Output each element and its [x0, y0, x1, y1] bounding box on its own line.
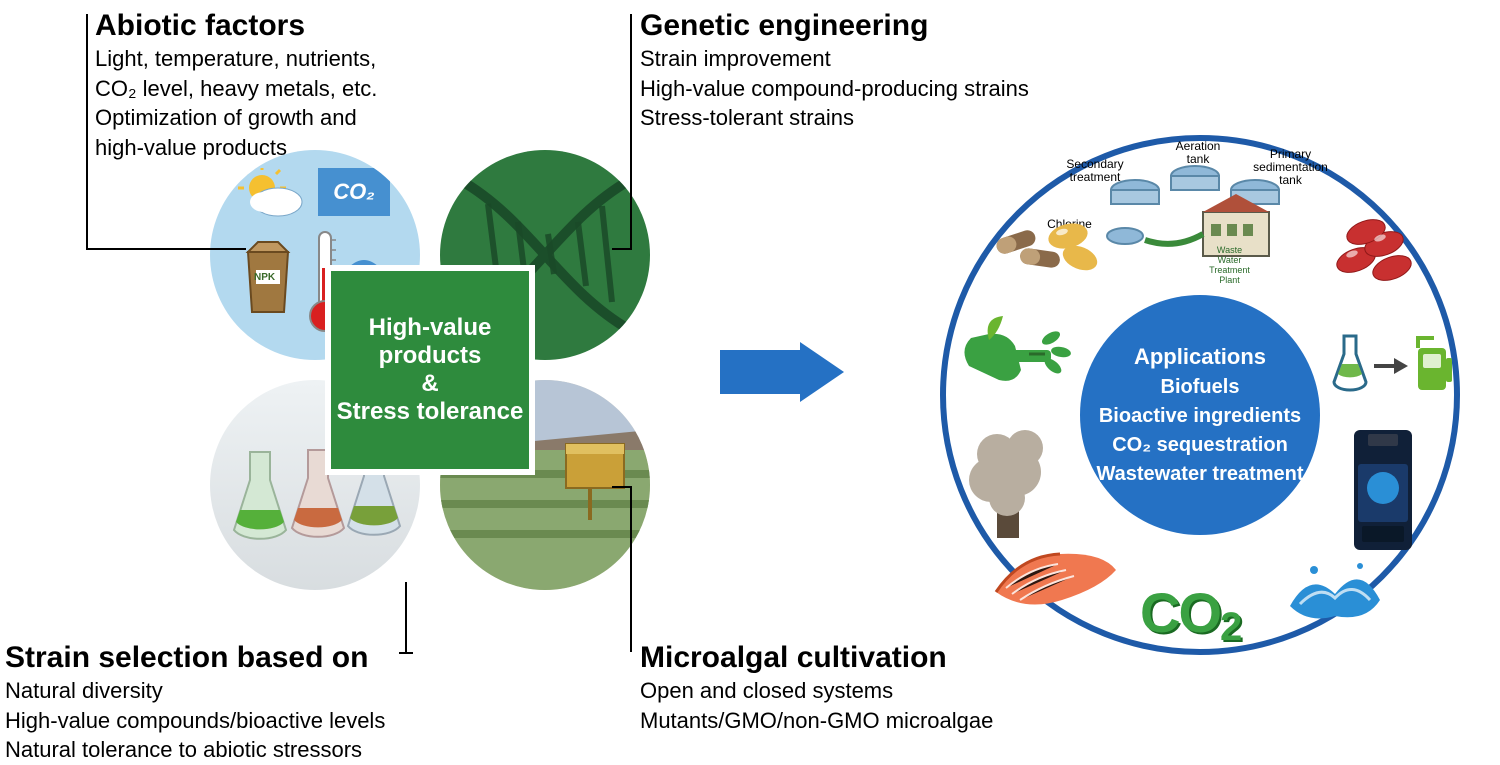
genetic-body: Strain improvement High-value compound-p… — [640, 44, 1029, 133]
apps-item-1: Bioactive ingredients — [1099, 405, 1301, 428]
abiotic-title: Abiotic factors — [95, 8, 305, 44]
wwtp-label-secondary: Secondary treatment — [1060, 158, 1130, 184]
strain-body: Natural diversity High-value compounds/b… — [5, 676, 385, 765]
cultivation-connector-v — [630, 486, 632, 652]
wwtp-label-plant: Waste Water Treatment Plant — [1202, 246, 1257, 286]
genetic-connector-v — [630, 14, 632, 248]
wwtp-label-primary: Primary sedimentation tank — [1248, 148, 1333, 188]
npk-label: NPK — [254, 272, 275, 283]
abiotic-connector-h — [86, 248, 246, 250]
strain-title: Strain selection based on — [5, 640, 368, 676]
apps-item-0: Biofuels — [1161, 376, 1240, 399]
center-line1: High-value — [337, 314, 524, 342]
center-line2: products — [337, 342, 524, 370]
apps-item-2: CO₂ sequestration — [1112, 434, 1288, 457]
sun-cloud-icon — [238, 168, 308, 223]
pills-icon — [990, 200, 1100, 280]
strain-connector-v — [405, 582, 407, 652]
salmon-icon — [990, 540, 1120, 620]
wwtp-label-aeration: Aeration tank — [1168, 140, 1228, 166]
co2-green-icon: CO2 — [1140, 580, 1240, 650]
cultivation-connector-h — [612, 486, 632, 488]
applications-inner-circle: Applications Biofuels Bioactive ingredie… — [1080, 295, 1320, 535]
abiotic-connector-v — [86, 14, 88, 248]
arrow-head-icon — [800, 342, 844, 402]
center-line4: Stress tolerance — [337, 398, 524, 426]
genetic-connector-h — [612, 248, 632, 250]
smoke-icon — [955, 420, 1065, 540]
apps-item-3: Wastewater treatment — [1096, 463, 1303, 486]
strain-connector-h — [399, 652, 413, 654]
abiotic-body: Light, temperature, nutrients, CO₂ level… — [95, 44, 377, 163]
spirulina-bottle-icon — [1348, 430, 1418, 550]
flask-to-fuel-icon — [1330, 330, 1460, 400]
red-softgels-icon — [1330, 210, 1430, 290]
center-line3: & — [337, 370, 524, 398]
arrow-icon — [720, 350, 800, 394]
genetic-title: Genetic engineering — [640, 8, 928, 44]
cultivation-title: Microalgal cultivation — [640, 640, 947, 676]
apps-title: Applications — [1134, 344, 1266, 370]
center-square: High-value products & Stress tolerance — [325, 265, 535, 475]
cultivation-body: Open and closed systems Mutants/GMO/non-… — [640, 676, 993, 735]
biofuel-nozzle-icon — [955, 310, 1075, 400]
co2-badge-icon: CO₂ — [318, 168, 390, 216]
water-splash-icon — [1280, 550, 1390, 630]
